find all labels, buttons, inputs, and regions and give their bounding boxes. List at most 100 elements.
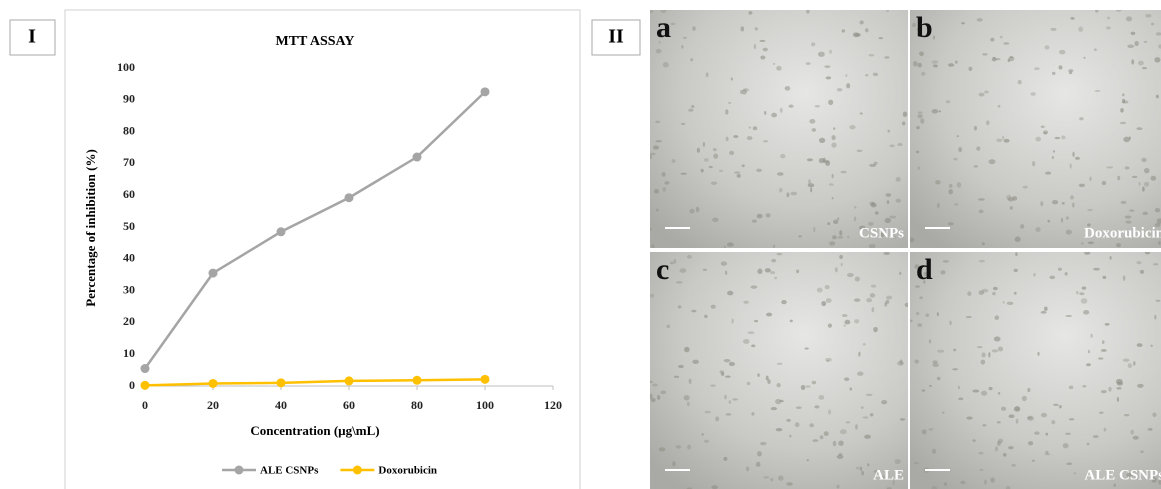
cell (1101, 390, 1107, 393)
cell (824, 431, 829, 436)
cell (871, 285, 877, 288)
cell (835, 267, 838, 272)
cell (763, 48, 768, 52)
cell (840, 171, 846, 174)
cell (785, 86, 791, 91)
cell (1102, 340, 1105, 344)
cell (899, 272, 901, 275)
cell (706, 72, 709, 77)
cell (1044, 306, 1048, 310)
cell (812, 439, 818, 442)
cell (948, 189, 953, 194)
cell (972, 390, 979, 393)
cell (1035, 137, 1041, 142)
cell (1059, 405, 1062, 408)
cell (748, 11, 752, 15)
cell (737, 174, 741, 178)
cell (691, 105, 694, 108)
cell (1051, 420, 1055, 424)
cell (807, 158, 813, 161)
cell (842, 314, 848, 317)
cell (919, 296, 923, 299)
cell (1116, 243, 1121, 247)
cell (727, 291, 733, 296)
cell (1101, 349, 1107, 352)
cell (869, 54, 875, 57)
cell (650, 294, 654, 298)
cell (875, 211, 879, 214)
cell (1102, 181, 1107, 185)
cell (1049, 276, 1055, 279)
cell (902, 122, 905, 126)
cell (655, 140, 662, 142)
cell (776, 66, 782, 71)
cell (954, 203, 958, 206)
cell (1102, 276, 1106, 279)
cell (1137, 384, 1144, 388)
cell (1141, 158, 1147, 162)
cell (865, 28, 869, 32)
cell (979, 210, 984, 214)
cell (844, 377, 849, 381)
cell (826, 298, 832, 303)
cell (1131, 32, 1136, 35)
cell (1090, 334, 1092, 338)
cell (776, 428, 783, 431)
micrograph-letter: d (916, 253, 933, 286)
cell (821, 301, 826, 306)
cell (703, 269, 707, 271)
cell (943, 260, 950, 262)
cell (696, 207, 700, 213)
cell (921, 72, 926, 76)
cell (813, 227, 815, 232)
cell (832, 235, 837, 239)
cell (818, 52, 825, 57)
cell (1045, 171, 1051, 174)
cell (854, 33, 861, 37)
y-tick-label: 30 (123, 282, 135, 296)
cell (756, 169, 762, 172)
cell (944, 482, 947, 486)
cell (903, 112, 907, 117)
cell (867, 463, 869, 466)
cell (832, 174, 834, 178)
cell (1094, 48, 1097, 51)
cell (1109, 256, 1111, 260)
cell (1032, 460, 1035, 462)
cell (855, 424, 858, 430)
cell (872, 202, 875, 206)
legend-label: Doxorubicin (378, 465, 437, 477)
cell (846, 421, 850, 423)
cell (1117, 176, 1120, 180)
cell (886, 300, 889, 304)
cell (899, 360, 902, 365)
cell (725, 271, 727, 275)
cell (1069, 386, 1074, 390)
cell (992, 349, 999, 352)
cell (774, 277, 777, 280)
cell (919, 51, 924, 56)
micrograph-caption: ALE (873, 467, 904, 483)
cell (1061, 218, 1063, 223)
cell (763, 140, 768, 142)
cell (854, 216, 857, 221)
cell (937, 377, 941, 381)
cell (815, 105, 820, 107)
cell (879, 37, 883, 39)
cell (795, 422, 800, 427)
cell (974, 126, 977, 131)
cell (908, 320, 912, 322)
cell (992, 292, 996, 295)
cell (724, 359, 731, 362)
cell (672, 159, 676, 163)
cell (1083, 57, 1085, 59)
cell (1066, 216, 1069, 220)
cell (1032, 161, 1035, 167)
cell (1001, 407, 1006, 411)
cell (766, 313, 772, 317)
cell (649, 10, 653, 12)
cell (763, 476, 769, 478)
cell (721, 261, 727, 265)
cell (958, 147, 962, 152)
cell (781, 300, 786, 304)
